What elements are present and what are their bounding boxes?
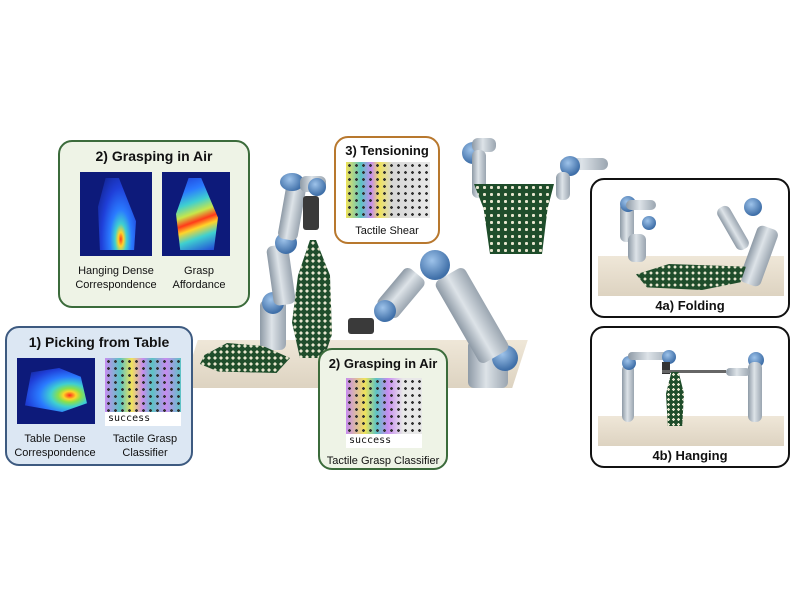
caption-table-dense-correspondence: Table Dense Correspondence: [14, 433, 96, 459]
caption-tactile-shear: Tactile Shear: [355, 225, 419, 237]
hanging-panel: 4b) Hanging: [590, 326, 790, 468]
folding-panel: 4a) Folding: [590, 178, 790, 318]
panel-title: 2) Grasping in Air: [95, 148, 213, 164]
picking-from-table-panel: 1) Picking from Table success Table Dens…: [5, 326, 193, 466]
success-label: success: [105, 412, 181, 426]
success-label: success: [346, 434, 422, 448]
tensioned-garment: [474, 184, 554, 254]
table-dense-correspondence-image: [17, 358, 95, 424]
grasping-in-air-panel: 2) Grasping in Air Hanging Dense Corresp…: [58, 140, 250, 308]
grasping-in-air-tactile-panel: 2) Grasping in Air success Tactile Grasp…: [318, 348, 448, 470]
caption-tactile-grasp-classifier: Tactile Grasp Classifier: [112, 433, 178, 459]
panel-title: 4b) Hanging: [652, 448, 728, 463]
hanging-garment: [292, 240, 332, 358]
panel-title: 3) Tensioning: [345, 143, 429, 158]
tactile-grasp-classifier-image: success: [346, 378, 422, 448]
hanging-photo: [598, 334, 784, 446]
hanging-dense-correspondence-image: [80, 172, 152, 256]
tensioning-panel: 3) Tensioning Tactile Shear: [334, 136, 440, 244]
tactile-shear-image: [346, 162, 430, 218]
panel-title: 1) Picking from Table: [28, 334, 170, 350]
grasp-affordance-image: [162, 172, 230, 256]
caption-grasp-affordance: Grasp Affordance: [172, 265, 226, 291]
folding-photo: [598, 186, 784, 296]
panel-title: 4a) Folding: [655, 298, 725, 313]
caption-tactile-grasp-classifier: Tactile Grasp Classifier: [326, 455, 440, 467]
panel-title: 2) Grasping in Air: [328, 356, 438, 371]
tactile-grasp-classifier-image: success: [105, 358, 181, 426]
caption-hanging-dense-correspondence: Hanging Dense Correspondence: [75, 265, 157, 291]
